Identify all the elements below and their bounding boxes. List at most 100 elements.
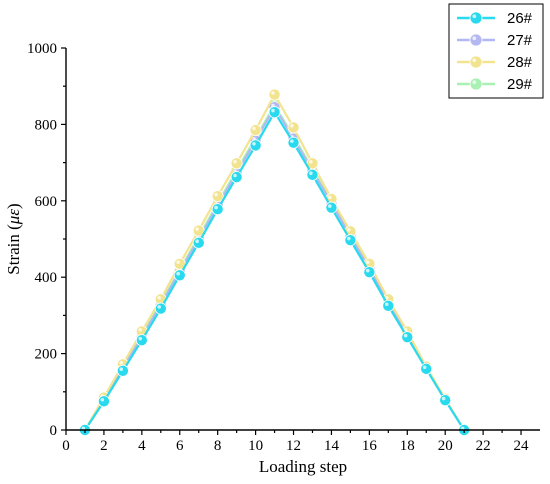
data-point — [192, 236, 205, 249]
plot-area — [78, 88, 471, 436]
x-axis-title: Loading step — [259, 457, 347, 476]
data-point-highlight — [290, 139, 294, 143]
data-point — [363, 266, 376, 279]
data-point-highlight — [119, 360, 124, 365]
data-point-highlight — [422, 365, 427, 370]
legend-marker — [469, 11, 483, 25]
series-line — [84, 110, 466, 431]
data-point — [211, 203, 224, 216]
data-point — [382, 299, 395, 312]
data-point-highlight — [138, 328, 143, 332]
data-point — [287, 136, 300, 149]
data-point — [173, 269, 186, 282]
data-point — [420, 362, 433, 375]
data-point — [344, 234, 357, 247]
data-point-highlight — [441, 396, 446, 401]
x-tick-label: 12 — [286, 438, 301, 454]
x-tick-label: 22 — [476, 438, 491, 454]
x-tick-label: 14 — [324, 438, 340, 454]
legend-marker-highlight — [472, 58, 477, 63]
data-point-highlight — [347, 227, 351, 232]
x-tick-label: 4 — [138, 438, 146, 454]
y-tick-label: 600 — [35, 194, 58, 210]
data-point-highlight — [195, 227, 199, 231]
legend-marker — [469, 77, 483, 91]
data-point — [439, 394, 452, 407]
legend-marker — [469, 33, 483, 47]
data-point-highlight — [176, 271, 180, 276]
legend: 26# 27# 28# 29# — [448, 3, 544, 99]
data-point-highlight — [328, 195, 332, 200]
data-point-highlight — [271, 108, 275, 113]
y-axis-title-text: Strain ( — [4, 224, 23, 275]
data-point-highlight — [309, 159, 313, 164]
data-point-highlight — [384, 302, 389, 307]
x-tick-label: 24 — [514, 438, 530, 454]
data-point-highlight — [157, 295, 161, 300]
data-point-highlight — [138, 336, 143, 341]
data-point-highlight — [403, 333, 408, 338]
data-point — [306, 168, 319, 181]
y-tick-label: 800 — [35, 117, 58, 133]
data-point — [230, 171, 243, 184]
x-tick-label: 8 — [214, 438, 222, 454]
x-tick-label: 18 — [400, 438, 415, 454]
legend-label: 29# — [507, 76, 533, 93]
x-tick-label: 2 — [100, 438, 108, 454]
data-point — [230, 157, 243, 170]
y-axis-title-symbol: με — [4, 209, 23, 226]
series-line — [84, 92, 466, 431]
data-point-highlight — [365, 268, 370, 273]
data-point — [325, 201, 338, 214]
y-axis-title: Strain (με) — [4, 203, 23, 274]
data-point-highlight — [403, 328, 408, 332]
data-point — [154, 302, 167, 315]
series-line — [84, 105, 466, 431]
legend-label: 27# — [507, 32, 533, 49]
data-point-highlight — [347, 236, 351, 241]
y-tick-label: 0 — [50, 423, 58, 439]
legend-label: 26# — [507, 10, 533, 27]
data-point-highlight — [214, 192, 218, 197]
data-point-highlight — [290, 124, 294, 128]
data-point — [268, 88, 281, 101]
data-point — [97, 395, 110, 408]
legend-marker-highlight — [472, 14, 477, 19]
data-point-highlight — [119, 367, 124, 371]
data-point-highlight — [214, 205, 218, 210]
x-tick-label: 16 — [362, 438, 378, 454]
data-point-highlight — [252, 126, 256, 131]
data-point — [287, 121, 300, 134]
data-point — [249, 139, 262, 152]
data-point — [135, 334, 148, 347]
x-tick-label: 0 — [62, 438, 70, 454]
data-point-highlight — [271, 91, 275, 95]
series-line — [84, 103, 466, 431]
y-tick-label: 400 — [35, 270, 58, 286]
data-point — [268, 106, 281, 119]
y-axis-title-close: ) — [4, 203, 23, 209]
data-point — [249, 124, 262, 137]
y-tick-label: 1000 — [27, 41, 57, 57]
x-tick-label: 6 — [176, 438, 184, 454]
data-point-highlight — [328, 204, 332, 208]
data-point-highlight — [176, 260, 180, 265]
data-point-highlight — [384, 295, 389, 300]
legend-box — [448, 3, 544, 99]
data-point-highlight — [100, 397, 105, 402]
x-tick-label: 10 — [248, 438, 263, 454]
data-point-highlight — [157, 305, 161, 309]
data-point-highlight — [195, 239, 199, 244]
axes — [65, 48, 540, 431]
legend-marker-highlight — [472, 36, 477, 41]
y-tick-label: 200 — [35, 347, 58, 363]
data-point — [116, 364, 129, 377]
data-point-highlight — [233, 173, 237, 178]
data-point — [401, 331, 414, 344]
data-point-highlight — [309, 171, 313, 176]
data-point-highlight — [233, 159, 237, 164]
legend-label: 28# — [507, 54, 533, 71]
data-point-highlight — [365, 260, 370, 265]
